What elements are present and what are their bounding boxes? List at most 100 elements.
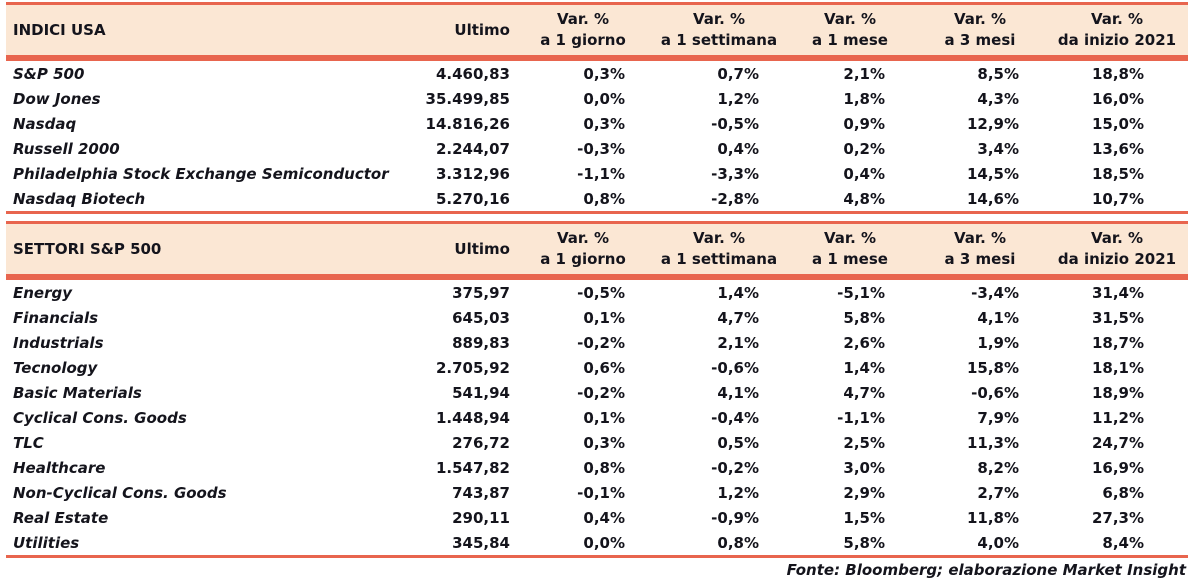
row-name: Nasdaq Biotech	[13, 189, 146, 208]
indices-table: INDICI USA Ultimo Var. % a 1 giorno Var. %…	[6, 2, 1188, 214]
column-header-ultimo: Ultimo	[454, 21, 510, 39]
var-value-4: 4,3%	[977, 89, 1019, 108]
var-value-4: 8,2%	[977, 458, 1019, 477]
var-header-line1: Var. %	[556, 229, 610, 247]
var-value-5: 18,1%	[1091, 358, 1144, 377]
var-value-2: -3,3%	[711, 164, 759, 183]
table-row: Energy 375,97 -0,5% 1,4% -5,1% -3,4% 31,4%	[6, 280, 1188, 305]
var-header-line2: a 1 giorno	[540, 31, 626, 49]
row-name: Nasdaq	[13, 114, 77, 133]
var-value-5: 6,8%	[1102, 483, 1144, 502]
column-header-var-2: Var. % a 1 settimana	[652, 9, 786, 51]
table-row: Financials 645,03 0,1% 4,7% 5,8% 4,1% 31,5%	[6, 305, 1188, 330]
table-row: TLC 276,72 0,3% 0,5% 2,5% 11,3% 24,7%	[6, 430, 1188, 455]
var-header-line1: Var. %	[953, 229, 1007, 247]
var-value-4: 15,8%	[966, 358, 1019, 377]
var-value-5: 16,0%	[1091, 89, 1144, 108]
sectors-table: SETTORI S&P 500 Ultimo Var. % a 1 giorno V…	[6, 221, 1188, 558]
table-row: Real Estate 290,11 0,4% -0,9% 1,5% 11,8% 27,3%	[6, 505, 1188, 530]
source-note: Fonte: Bloomberg; elaborazione Market In…	[786, 561, 1186, 579]
var-value-1: -1,1%	[577, 164, 625, 183]
var-value-5: 18,5%	[1091, 164, 1144, 183]
row-name: Russell 2000	[13, 139, 120, 158]
var-value-2: -0,6%	[711, 358, 759, 377]
var-value-1: -0,3%	[577, 139, 625, 158]
var-value-3: -5,1%	[837, 283, 885, 302]
var-value-1: 0,0%	[583, 89, 625, 108]
var-value-2: -0,9%	[711, 508, 759, 527]
ultimo-value: 889,83	[452, 333, 510, 352]
var-header-line1: Var. %	[1090, 229, 1144, 247]
indices-table-body: S&P 500 4.460,83 0,3% 0,7% 2,1% 8,5% 18,8% Dow …	[6, 61, 1188, 214]
tables-spacer	[6, 214, 1188, 221]
table-title: SETTORI S&P 500	[13, 240, 162, 258]
var-header-line1: Var. %	[1090, 10, 1144, 28]
var-value-1: -0,1%	[577, 483, 625, 502]
column-header-var-1: Var. % a 1 giorno	[514, 228, 652, 270]
var-value-2: -2,8%	[711, 189, 759, 208]
table-row: Nasdaq 14.816,26 0,3% -0,5% 0,9% 12,9% 15,0%	[6, 111, 1188, 136]
var-value-3: 4,7%	[843, 383, 885, 402]
var-value-4: 2,7%	[977, 483, 1019, 502]
var-header-line2: a 3 mesi	[944, 250, 1016, 268]
ultimo-value: 743,87	[452, 483, 510, 502]
var-header-line1: Var. %	[823, 10, 877, 28]
var-value-3: 0,2%	[843, 139, 885, 158]
ultimo-value: 1.448,94	[435, 408, 510, 427]
var-header-line2: a 1 settimana	[660, 250, 778, 268]
row-name: Cyclical Cons. Goods	[13, 408, 187, 427]
var-value-2: 0,8%	[717, 533, 759, 552]
row-name: Tecnology	[13, 358, 98, 377]
ultimo-value: 375,97	[452, 283, 510, 302]
row-name: Dow Jones	[13, 89, 101, 108]
ultimo-value: 645,03	[452, 308, 510, 327]
row-name: Philadelphia Stock Exchange Semiconducto…	[13, 164, 389, 183]
var-value-5: 16,9%	[1091, 458, 1144, 477]
var-value-2: 0,5%	[717, 433, 759, 452]
var-value-2: -0,4%	[711, 408, 759, 427]
table-row: Industrials 889,83 -0,2% 2,1% 2,6% 1,9% 18,7%	[6, 330, 1188, 355]
var-value-2: -0,2%	[711, 458, 759, 477]
var-value-4: 8,5%	[977, 64, 1019, 83]
var-value-1: 0,0%	[583, 533, 625, 552]
ultimo-value: 5.270,16	[435, 189, 510, 208]
var-value-2: 1,2%	[717, 89, 759, 108]
var-value-5: 10,7%	[1091, 189, 1144, 208]
var-value-2: 4,1%	[717, 383, 759, 402]
var-value-5: 31,4%	[1091, 283, 1144, 302]
var-value-5: 15,0%	[1091, 114, 1144, 133]
var-value-5: 18,9%	[1091, 383, 1144, 402]
var-value-3: 2,1%	[843, 64, 885, 83]
var-header-line2: a 1 settimana	[660, 31, 778, 49]
var-header-line2: a 3 mesi	[944, 31, 1016, 49]
var-value-5: 18,8%	[1091, 64, 1144, 83]
var-value-4: -0,6%	[971, 383, 1019, 402]
row-name: Energy	[13, 283, 73, 302]
var-value-5: 18,7%	[1091, 333, 1144, 352]
table-row: Basic Materials 541,94 -0,2% 4,1% 4,7% -0,6% 1…	[6, 380, 1188, 405]
ultimo-value: 4.460,83	[435, 64, 510, 83]
var-value-1: 0,3%	[583, 64, 625, 83]
var-header-line2: da inizio 2021	[1057, 250, 1177, 268]
var-value-3: 0,9%	[843, 114, 885, 133]
table-row: Non-Cyclical Cons. Goods 743,87 -0,1% 1,2% 2…	[6, 480, 1188, 505]
var-value-4: 12,9%	[966, 114, 1019, 133]
var-value-4: 14,6%	[966, 189, 1019, 208]
ultimo-value: 541,94	[452, 383, 510, 402]
ultimo-value: 14.816,26	[425, 114, 510, 133]
table-row: Nasdaq Biotech 5.270,16 0,8% -2,8% 4,8% 14,6%…	[6, 186, 1188, 211]
var-value-5: 11,2%	[1091, 408, 1144, 427]
var-value-2: -0,5%	[711, 114, 759, 133]
table-title: INDICI USA	[13, 21, 106, 39]
table-row: Tecnology 2.705,92 0,6% -0,6% 1,4% 15,8% 18,1%	[6, 355, 1188, 380]
row-name: S&P 500	[13, 64, 85, 83]
indices-table-header: INDICI USA Ultimo Var. % a 1 giorno Var. %…	[6, 5, 1188, 55]
var-value-1: 0,3%	[583, 114, 625, 133]
ultimo-value: 3.312,96	[435, 164, 510, 183]
table-row: Healthcare 1.547,82 0,8% -0,2% 3,0% 8,2% 16,9%	[6, 455, 1188, 480]
ultimo-value: 290,11	[452, 508, 510, 527]
ultimo-value: 2.244,07	[435, 139, 510, 158]
var-value-4: -3,4%	[971, 283, 1019, 302]
var-value-1: -0,2%	[577, 383, 625, 402]
